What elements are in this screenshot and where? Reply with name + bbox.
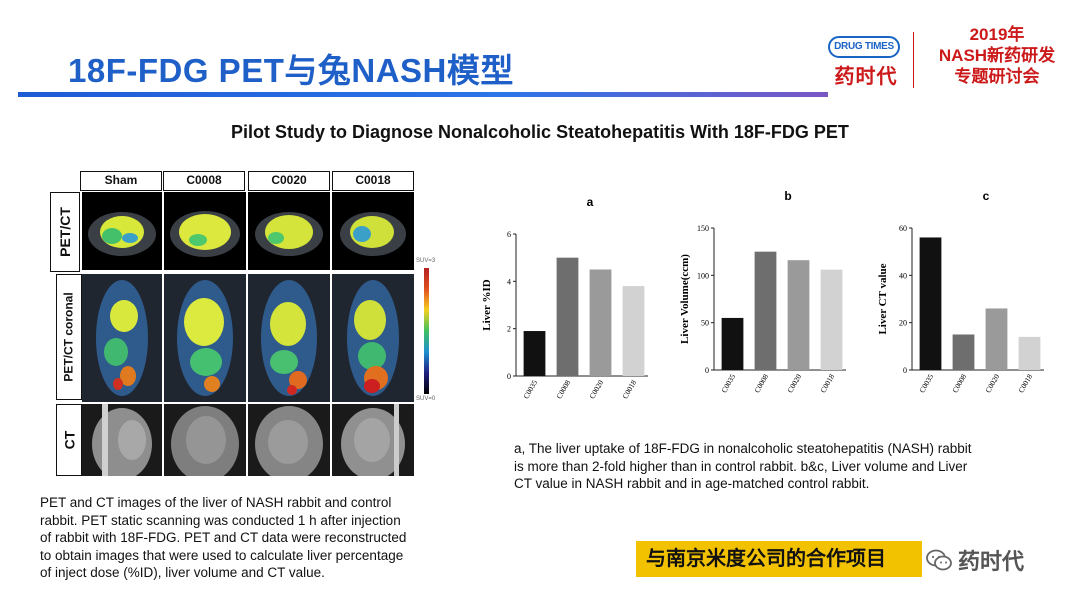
- imaging-caption-line: PET and CT images of the liver of NASH r…: [40, 495, 392, 510]
- bar-charts: a 0 2 4 6 Liver %ID C0035 C0008 C0020 C0018 b 0 50 10…: [481, 189, 1044, 400]
- bar: [787, 260, 810, 370]
- x-tick-label: C0020: [587, 378, 605, 400]
- row-label-ct: CT: [56, 404, 82, 476]
- column-header-c0018: C0018: [332, 171, 414, 191]
- bar: [952, 334, 975, 370]
- bar: [919, 237, 942, 370]
- event-line-1: 2019年: [969, 25, 1025, 44]
- y-tick-label: 2: [507, 325, 511, 334]
- y-tick-label: 40: [899, 271, 907, 280]
- bar: [754, 251, 777, 370]
- y-tick-label: 6: [507, 230, 511, 239]
- scan-ct-c0008: [164, 404, 246, 476]
- scan-ct-c0020: [248, 404, 330, 476]
- scan-coronal-sham: [82, 274, 162, 402]
- title-rule: [18, 92, 828, 97]
- scan-coronal-c0008: [164, 274, 246, 402]
- row-label-petct-coronal: PET/CT coronal: [56, 274, 82, 400]
- y-tick-label: 50: [701, 319, 709, 328]
- bar: [1018, 336, 1041, 370]
- bar: [820, 269, 843, 370]
- wechat-watermark: 药时代: [926, 545, 1024, 575]
- scan-coronal-c0018: [332, 274, 414, 402]
- suv-scale-bottom-label: SUV=0: [416, 396, 436, 402]
- x-tick-label: C0035: [917, 372, 935, 394]
- x-tick-label: C0008: [752, 372, 770, 394]
- row-label-petct-text: PET/CT: [57, 207, 73, 257]
- y-tick-label: 20: [899, 319, 907, 328]
- event-line-2: NASH新药研发: [938, 46, 1056, 65]
- bar: [523, 331, 546, 376]
- column-header-sham: Sham: [80, 171, 162, 191]
- scan-ct-sham: [82, 404, 162, 476]
- suv-scale-top-label: SUV=3: [416, 258, 436, 264]
- scan-axial-c0008: [164, 192, 246, 270]
- scan-axial-sham: [82, 192, 162, 270]
- y-tick-label: 0: [507, 372, 511, 381]
- chart-title: a: [587, 195, 594, 209]
- charts-caption: a, The liver uptake of 18F-FDG in nonalc…: [514, 440, 1054, 493]
- charts-caption-line: is more than 2-fold higher than in contr…: [514, 458, 968, 474]
- bar: [556, 257, 579, 376]
- y-tick-label: 100: [697, 271, 709, 280]
- x-tick-label: C0018: [620, 378, 638, 400]
- column-header-c0020: C0020: [248, 171, 330, 191]
- event-line-3: 专题研讨会: [954, 67, 1040, 86]
- charts-caption-line: a, The liver uptake of 18F-FDG in nonalc…: [514, 441, 972, 456]
- event-title: 2019年 NASH新药研发 专题研讨会: [922, 24, 1072, 87]
- y-axis-label: Liver %ID: [481, 279, 493, 330]
- y-tick-label: 150: [697, 224, 709, 233]
- x-tick-label: C0008: [950, 372, 968, 394]
- drugtimes-logo: DRUG TIMES 药时代: [828, 36, 902, 88]
- logo-text: DRUG TIMES: [828, 36, 900, 58]
- x-tick-label: C0035: [521, 378, 539, 400]
- scan-ct-c0018: [332, 404, 414, 476]
- x-tick-label: C0018: [818, 372, 836, 394]
- logo-divider: [913, 32, 914, 88]
- slide-title: 18F-FDG PET与兔NASH模型: [68, 52, 514, 89]
- y-tick-label: 0: [705, 366, 709, 375]
- bar: [721, 317, 744, 370]
- imaging-caption-line: of rabbit with 18F-FDG. PET and CT data …: [40, 530, 407, 545]
- charts-caption-line: CT value in NASH rabbit and in age-match…: [514, 476, 870, 491]
- row-label-ct-text: CT: [60, 430, 77, 450]
- scan-axial-c0018: [332, 192, 414, 270]
- x-tick-label: C0008: [554, 378, 572, 400]
- imaging-caption-line: of inject dose (%ID), liver volume and C…: [40, 565, 325, 580]
- y-axis-label: Liver CT value: [877, 263, 889, 334]
- y-axis-label: Liver Volume(ccm): [679, 254, 691, 344]
- x-tick-label: C0020: [785, 372, 803, 394]
- watermark-text: 药时代: [958, 549, 1025, 574]
- study-heading: Pilot Study to Diagnose Nonalcoholic Ste…: [231, 122, 849, 142]
- imaging-caption-line: to obtain images that were used to calcu…: [40, 547, 404, 563]
- imaging-caption-line: rabbit. PET static scanning was conducte…: [40, 512, 401, 528]
- x-tick-label: C0020: [983, 372, 1001, 394]
- y-tick-label: 4: [507, 277, 511, 286]
- x-tick-label: C0018: [1016, 372, 1034, 394]
- chart-title: b: [784, 189, 791, 203]
- column-header-c0008: C0008: [163, 171, 245, 191]
- row-label-coronal-text: PET/CT coronal: [62, 292, 76, 382]
- y-tick-label: 0: [903, 366, 907, 375]
- bar: [985, 308, 1008, 370]
- bar: [622, 286, 645, 376]
- collaboration-banner: 与南京米度公司的合作项目: [636, 541, 922, 577]
- scan-coronal-c0020: [248, 274, 330, 402]
- x-tick-label: C0035: [719, 372, 737, 394]
- row-label-petct: PET/CT: [50, 192, 80, 272]
- imaging-caption: PET and CT images of the liver of NASH r…: [40, 494, 480, 582]
- scan-axial-c0020: [248, 192, 330, 270]
- bar: [589, 269, 612, 376]
- y-tick-label: 60: [899, 224, 907, 233]
- wechat-icon: [926, 549, 952, 571]
- suv-color-scale: [424, 268, 429, 394]
- logo-cn-text: 药时代: [834, 66, 898, 88]
- chart-title: c: [983, 189, 990, 203]
